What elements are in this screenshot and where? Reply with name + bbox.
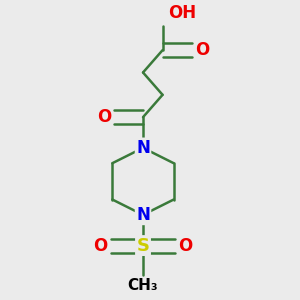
Text: O: O: [195, 41, 210, 59]
Text: O: O: [97, 108, 111, 126]
Text: OH: OH: [168, 4, 196, 22]
Text: S: S: [136, 237, 149, 255]
Text: CH₃: CH₃: [128, 278, 158, 293]
Text: O: O: [93, 237, 107, 255]
Text: N: N: [136, 206, 150, 224]
Text: O: O: [178, 237, 193, 255]
Text: N: N: [136, 139, 150, 157]
